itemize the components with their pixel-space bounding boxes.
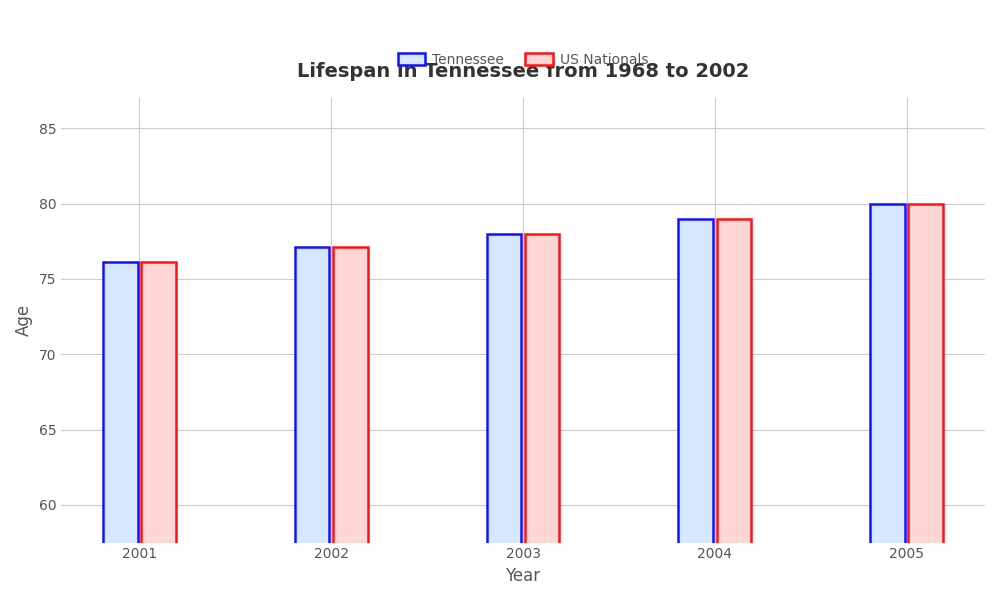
Bar: [295, 247, 329, 600]
Legend: Tennessee, US Nationals: Tennessee, US Nationals: [392, 47, 654, 73]
Bar: [870, 203, 905, 600]
Bar: [908, 203, 943, 600]
Bar: [525, 234, 559, 600]
Bar: [333, 247, 368, 600]
Bar: [487, 234, 521, 600]
Bar: [717, 218, 751, 600]
Bar: [678, 218, 713, 600]
Bar: [141, 262, 176, 600]
Title: Lifespan in Tennessee from 1968 to 2002: Lifespan in Tennessee from 1968 to 2002: [297, 62, 749, 81]
Y-axis label: Age: Age: [15, 304, 33, 337]
X-axis label: Year: Year: [505, 567, 541, 585]
Bar: [103, 262, 138, 600]
